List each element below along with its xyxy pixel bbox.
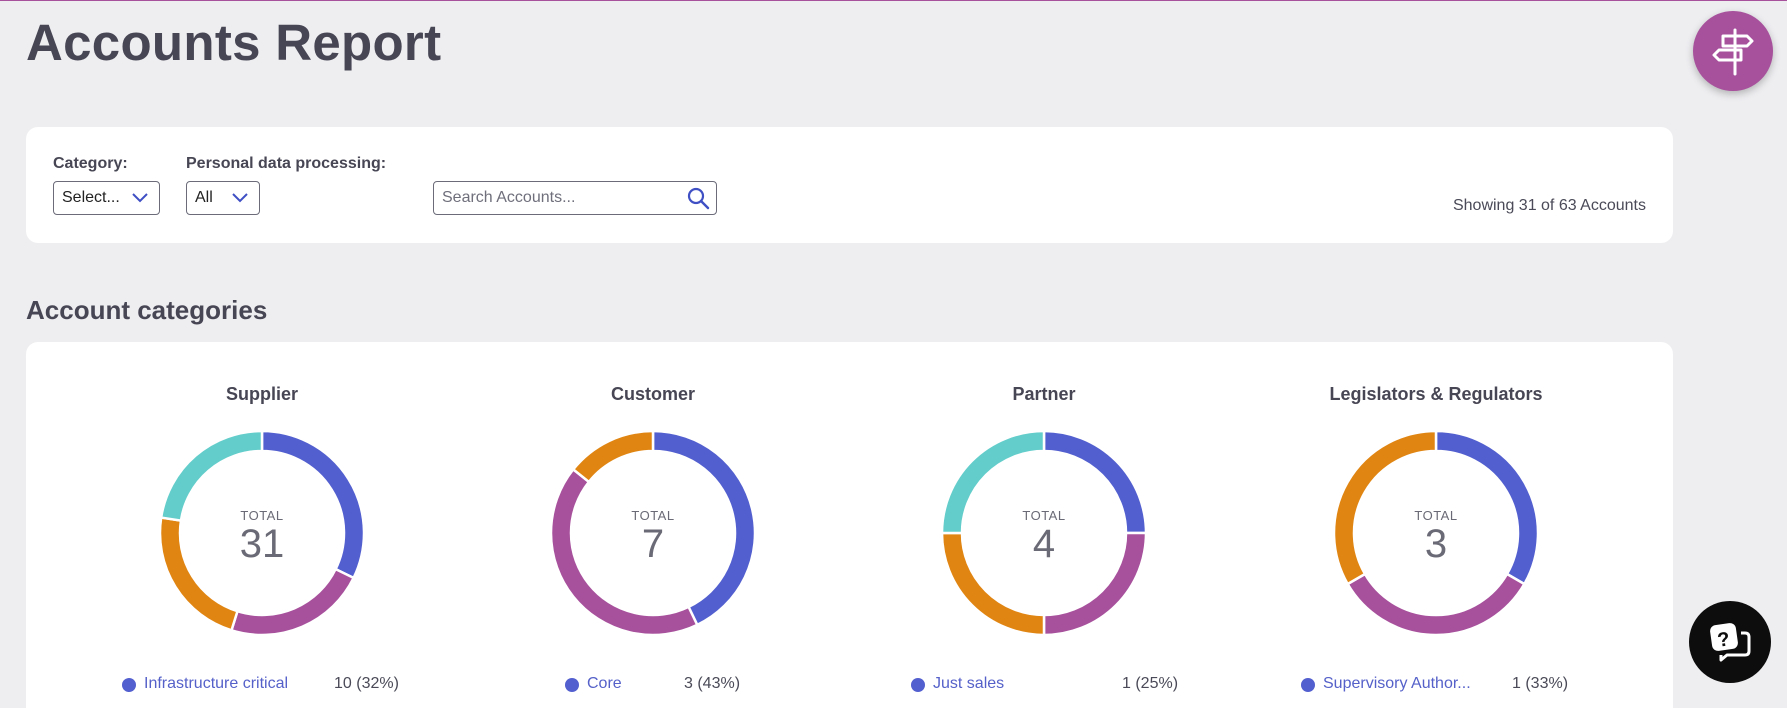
legend-link[interactable]: Infrastructure critical: [144, 675, 289, 692]
legend-dot: [911, 678, 925, 692]
legend-dot: [1301, 678, 1315, 692]
legend-link[interactable]: Supervisory Author...: [1323, 675, 1471, 692]
chat-help-icon: ?: [1710, 623, 1751, 662]
donut-slice[interactable]: [571, 430, 655, 484]
total-value: 4: [1032, 522, 1056, 566]
legend-dot: [565, 678, 579, 692]
svg-text:?: ?: [1716, 628, 1731, 651]
donut-slice[interactable]: [159, 430, 264, 523]
total-value: 7: [641, 522, 665, 566]
chart-title: Customer: [610, 384, 695, 404]
page-title: Accounts Report: [26, 14, 442, 71]
total-label: TOTAL: [631, 508, 675, 523]
category-label: Category:: [53, 155, 128, 172]
chart-title: Supplier: [225, 384, 298, 404]
personal-data-select-value: All: [195, 189, 213, 206]
legend-link[interactable]: Core: [587, 675, 622, 692]
legend-count: 3 (43%): [684, 675, 741, 692]
donut-slice[interactable]: [1333, 430, 1438, 586]
chevron-down-icon: [232, 193, 248, 203]
legend-dot: [122, 678, 136, 692]
personal-data-label: Personal data processing:: [186, 155, 387, 172]
total-value: 31: [239, 522, 285, 566]
guide-button[interactable]: [1693, 11, 1773, 91]
category-select-value: Select...: [62, 189, 120, 206]
chart-title: Partner: [1012, 384, 1076, 404]
donut-chart: [1333, 430, 1539, 636]
chat-help-button[interactable]: ?: [1689, 601, 1771, 683]
donut-chart: [550, 430, 756, 636]
chart-title: Legislators & Regulators: [1329, 384, 1543, 404]
total-label: TOTAL: [240, 508, 284, 523]
signpost-icon: [1712, 28, 1754, 76]
donut-chart: [159, 430, 365, 636]
charts-panel: Supplier TOTAL 31 Infrastructure critical 10…: [26, 342, 1673, 708]
donut-chart: [941, 430, 1147, 636]
total-value: 3: [1424, 522, 1448, 566]
donut-slice[interactable]: [229, 567, 356, 636]
legend-count: 1 (25%): [1122, 675, 1179, 692]
section-title: Account categories: [26, 295, 268, 325]
donut-slice[interactable]: [1345, 572, 1527, 636]
total-label: TOTAL: [1414, 508, 1458, 523]
legend-link[interactable]: Just sales: [933, 675, 1005, 692]
legend-count: 10 (32%): [334, 675, 399, 692]
category-select[interactable]: Select...: [53, 181, 160, 215]
filter-panel: Category: Select... Personal data proces…: [26, 127, 1673, 243]
search-box: [433, 181, 717, 215]
personal-data-select[interactable]: All: [186, 181, 260, 215]
total-label: TOTAL: [1022, 508, 1066, 523]
search-icon[interactable]: [686, 186, 710, 210]
donut-slice[interactable]: [941, 430, 1046, 535]
legend-count: 1 (33%): [1512, 675, 1569, 692]
search-input[interactable]: [442, 183, 682, 213]
chevron-down-icon: [132, 193, 148, 203]
results-count: Showing 31 of 63 Accounts: [1452, 197, 1646, 214]
